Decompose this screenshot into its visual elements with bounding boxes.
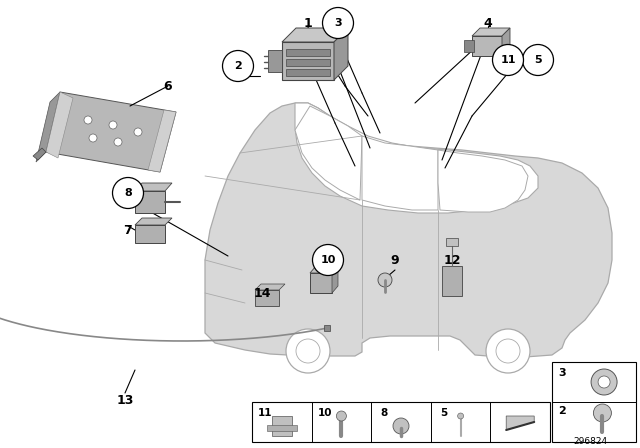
FancyBboxPatch shape — [286, 49, 330, 56]
Circle shape — [114, 138, 122, 146]
Polygon shape — [46, 92, 73, 158]
Circle shape — [593, 404, 611, 422]
Circle shape — [522, 44, 554, 76]
FancyBboxPatch shape — [310, 273, 332, 293]
Circle shape — [598, 376, 610, 388]
Text: 3: 3 — [334, 18, 342, 28]
FancyBboxPatch shape — [472, 36, 502, 56]
Text: 6: 6 — [164, 79, 172, 92]
Text: 9: 9 — [390, 254, 399, 267]
Circle shape — [296, 339, 320, 363]
Polygon shape — [205, 103, 612, 357]
Text: 3: 3 — [558, 368, 566, 378]
Polygon shape — [282, 28, 348, 42]
Circle shape — [84, 116, 92, 124]
FancyBboxPatch shape — [552, 362, 636, 442]
Polygon shape — [502, 28, 510, 56]
Text: 8: 8 — [124, 188, 132, 198]
Polygon shape — [332, 266, 338, 293]
Circle shape — [109, 121, 117, 129]
Text: 2: 2 — [234, 61, 242, 71]
Text: 12: 12 — [444, 254, 461, 267]
FancyBboxPatch shape — [252, 402, 550, 442]
FancyBboxPatch shape — [464, 40, 474, 52]
Circle shape — [223, 51, 253, 82]
Polygon shape — [438, 150, 528, 212]
Polygon shape — [268, 50, 282, 72]
Polygon shape — [36, 92, 60, 162]
Circle shape — [323, 8, 353, 39]
Polygon shape — [135, 183, 172, 191]
Circle shape — [89, 134, 97, 142]
FancyBboxPatch shape — [135, 191, 165, 213]
Polygon shape — [33, 148, 46, 160]
Text: 7: 7 — [124, 224, 132, 237]
Circle shape — [496, 339, 520, 363]
Circle shape — [312, 245, 344, 276]
Text: 13: 13 — [116, 393, 134, 406]
Circle shape — [493, 44, 524, 76]
Polygon shape — [255, 284, 285, 290]
FancyBboxPatch shape — [135, 225, 165, 243]
Polygon shape — [135, 218, 172, 225]
Text: 11: 11 — [258, 408, 273, 418]
Text: 4: 4 — [484, 17, 492, 30]
Text: 14: 14 — [253, 287, 271, 300]
Polygon shape — [362, 136, 438, 210]
Polygon shape — [334, 28, 348, 80]
Text: 5: 5 — [440, 408, 447, 418]
Circle shape — [378, 273, 392, 287]
FancyBboxPatch shape — [442, 266, 462, 296]
Text: 8: 8 — [381, 408, 388, 418]
FancyBboxPatch shape — [282, 42, 334, 80]
Text: 5: 5 — [534, 55, 542, 65]
Circle shape — [486, 329, 530, 373]
FancyBboxPatch shape — [324, 325, 330, 331]
Circle shape — [591, 369, 617, 395]
Circle shape — [134, 128, 142, 136]
Circle shape — [458, 413, 463, 419]
Circle shape — [286, 329, 330, 373]
Text: 10: 10 — [320, 255, 336, 265]
Text: 11: 11 — [500, 55, 516, 65]
FancyBboxPatch shape — [255, 290, 279, 306]
Circle shape — [337, 411, 346, 421]
Polygon shape — [46, 92, 176, 172]
Polygon shape — [472, 28, 510, 36]
FancyBboxPatch shape — [286, 69, 330, 76]
Polygon shape — [295, 106, 362, 200]
Polygon shape — [295, 103, 538, 213]
Text: 2: 2 — [558, 406, 566, 416]
FancyBboxPatch shape — [267, 425, 297, 431]
Polygon shape — [506, 416, 534, 430]
Text: 1: 1 — [303, 17, 312, 30]
Polygon shape — [310, 266, 338, 273]
FancyBboxPatch shape — [272, 416, 292, 436]
Circle shape — [113, 177, 143, 208]
FancyBboxPatch shape — [446, 238, 458, 246]
FancyBboxPatch shape — [286, 59, 330, 66]
Polygon shape — [148, 110, 176, 172]
Circle shape — [393, 418, 409, 434]
Text: 10: 10 — [317, 408, 332, 418]
Text: 296824: 296824 — [573, 437, 607, 446]
